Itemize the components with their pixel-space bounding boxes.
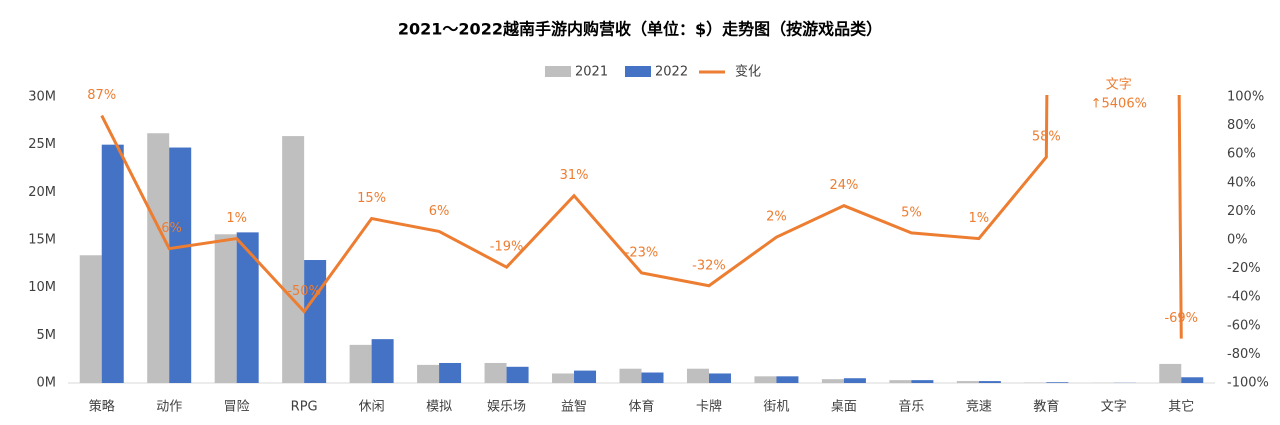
- bar: [236, 232, 259, 383]
- data-label: -50%: [287, 284, 321, 299]
- data-label: -69%: [1164, 311, 1198, 326]
- bar: [574, 370, 597, 383]
- bar: [978, 381, 1001, 383]
- y-tick-label: 5M: [37, 328, 57, 343]
- y2-tick-label: -40%: [1227, 290, 1261, 305]
- y2-tick-label: -80%: [1227, 347, 1261, 362]
- line: [100, 95, 1183, 339]
- data-label: 15%: [357, 191, 386, 206]
- y-tick-label: 0M: [37, 376, 57, 391]
- y2-tick-label: -60%: [1227, 318, 1261, 333]
- x-tick-label: 街机: [763, 400, 789, 415]
- x-tick-label: 益智: [561, 400, 587, 415]
- bar: [911, 380, 934, 383]
- bar: [349, 344, 372, 383]
- x-tick-label: 竞速: [966, 399, 992, 415]
- data-label: 87%: [87, 88, 116, 103]
- y2-tick-label: 0%: [1227, 233, 1248, 248]
- bar: [641, 372, 664, 383]
- x-tick-label: 卡牌: [696, 399, 722, 415]
- legend-label: 变化: [735, 64, 761, 80]
- bar: [821, 379, 844, 383]
- y2-tick-label: -100%: [1227, 376, 1269, 391]
- data-label: -19%: [490, 240, 524, 255]
- data-label: 6%: [429, 204, 450, 219]
- data-label: 31%: [560, 168, 589, 183]
- y-tick-label: 10M: [28, 280, 56, 295]
- data-label: 1%: [226, 211, 247, 226]
- bar: [371, 339, 394, 383]
- x-tick-label: 其它: [1168, 399, 1194, 415]
- x-tick-label: 教育: [1033, 399, 1059, 415]
- bar: [417, 364, 440, 383]
- legend-label: 2022: [655, 65, 688, 80]
- bar: [708, 373, 731, 383]
- x-tick-label: 策略: [89, 399, 115, 415]
- y-tick-label: 20M: [28, 185, 56, 200]
- x-tick-label: 音乐: [898, 399, 924, 415]
- bar: [506, 366, 529, 383]
- bar: [147, 133, 170, 383]
- bar: [214, 234, 237, 383]
- line-group: [100, 95, 1183, 339]
- bar: [1159, 363, 1182, 383]
- y2-tick-label: 60%: [1227, 147, 1256, 162]
- bar: [1181, 377, 1204, 383]
- y2-tick-label: 80%: [1227, 118, 1256, 133]
- y2-tick-label: 40%: [1227, 175, 1256, 190]
- data-label: 24%: [829, 178, 858, 193]
- data-label: -32%: [692, 258, 726, 273]
- bar: [101, 144, 124, 383]
- bar: [843, 378, 866, 383]
- annotation: 文字: [1106, 78, 1132, 93]
- bar: [552, 373, 575, 383]
- y2-tick-label: -20%: [1227, 261, 1261, 276]
- bar: [754, 376, 777, 383]
- x-tick-label: 动作: [156, 400, 182, 415]
- x-tick-label: 休闲: [359, 400, 385, 415]
- x-tick-label: 文字: [1101, 400, 1127, 415]
- data-label: 2%: [766, 210, 787, 225]
- y-tick-label: 30M: [28, 90, 56, 105]
- y2-tick-label: 100%: [1227, 90, 1264, 105]
- legend-label: 2021: [575, 65, 608, 80]
- bar: [686, 368, 709, 383]
- legend-swatch: [625, 66, 651, 77]
- data-label: -23%: [625, 245, 659, 260]
- bar: [79, 255, 102, 383]
- bar: [1046, 382, 1069, 383]
- bar: [889, 380, 912, 383]
- x-tick-label: 桌面: [831, 400, 857, 415]
- x-tick-label: RPG: [291, 400, 318, 415]
- x-tick-label: 冒险: [224, 400, 250, 415]
- legend-swatch: [545, 66, 571, 77]
- y-tick-label: 15M: [28, 233, 56, 248]
- bar: [169, 147, 192, 383]
- data-label: 58%: [1032, 130, 1061, 145]
- bar: [956, 381, 979, 383]
- bar: [484, 362, 507, 383]
- data-label: 5%: [901, 205, 922, 220]
- x-tick-label: 娱乐场: [487, 400, 526, 415]
- data-label: 1%: [969, 211, 990, 226]
- bar: [776, 376, 799, 383]
- bar: [282, 136, 305, 383]
- x-tick-label: 体育: [628, 399, 654, 415]
- bar: [304, 260, 327, 383]
- data-label: ↑5406%: [1091, 97, 1147, 112]
- x-tick-label: 模拟: [426, 400, 452, 415]
- data-label: -6%: [157, 221, 182, 236]
- chart-title: 2021～2022越南手游内购营收（单位：$）走势图（按游戏品类）: [398, 20, 882, 39]
- bar: [619, 368, 642, 383]
- y2-tick-label: 20%: [1227, 204, 1256, 219]
- bar: [439, 362, 462, 383]
- y-tick-label: 25M: [28, 137, 56, 152]
